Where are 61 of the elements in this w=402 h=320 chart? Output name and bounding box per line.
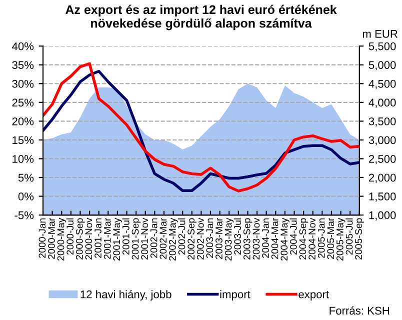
x-tick-label: 2004-May	[280, 218, 290, 261]
x-tick-label: 2002-Nov	[196, 218, 204, 260]
y2-tick-label: 5,000	[368, 61, 396, 70]
y-tick-label: -5%	[14, 211, 34, 220]
x-tick-label: 2003-Mar	[216, 218, 222, 259]
y2-tick-label: 4,000	[368, 98, 396, 108]
x-tick-label: 2000-Nov	[85, 218, 92, 260]
y-tick-label: 5%	[18, 174, 34, 182]
y-tick-label: 10%	[12, 154, 34, 163]
x-tick-label: 2000-Jan	[38, 218, 46, 258]
legend-label: export	[298, 291, 329, 300]
x-tick-label: 2000-Sep	[76, 218, 85, 260]
x-tick-label: 2004-Mar	[271, 218, 278, 259]
x-tick-label: 2002-Jan	[150, 218, 158, 258]
x-tick-label: 2001-May	[113, 218, 122, 261]
y2-tick-label: 1,000	[369, 211, 396, 220]
legend-label: import	[220, 290, 250, 300]
y-tick-label: 15%	[12, 136, 34, 144]
x-tick-label: 2001-Nov	[141, 218, 148, 260]
legend-label: 12 havi hiány, jobb	[80, 290, 172, 300]
y2-tick-label: 4,500	[368, 80, 396, 90]
x-tick-label: 2005-Jan	[318, 218, 325, 258]
x-tick-label: 2003-Jan	[206, 218, 214, 258]
x-tick-label: 2002-Mar	[160, 218, 167, 259]
x-tick-label: 2004-Nov	[308, 218, 316, 260]
y2-tick-label: 1,500	[369, 192, 396, 202]
y2-tick-label: 5,500	[368, 42, 396, 52]
text: Forrás: KSH	[330, 306, 390, 315]
x-tick-label: 2004-Jul	[290, 218, 297, 255]
x-tick-label: 2002-Jul	[178, 218, 186, 255]
x-tick-label: 2003-Nov	[252, 218, 260, 260]
x-tick-label: 2000-Mar	[48, 218, 55, 259]
x-tick-label: 2005-Mar	[327, 218, 334, 259]
y-tick-label: 40%	[12, 42, 34, 50]
x-tick-label: 2002-May	[169, 218, 178, 261]
x-tick-label: 2004-Jan	[262, 218, 269, 258]
y-tick-label: 25%	[12, 98, 34, 107]
x-tick-label: 2001-Mar	[104, 218, 111, 259]
x-tick-label: 2005-Jul	[346, 218, 353, 255]
x-tick-label: 2001-Sep	[132, 218, 141, 260]
y2-axis-title: m EUR	[362, 30, 398, 38]
x-tick-label: 2005-Sep	[355, 218, 364, 260]
x-tick-label: 2003-Sep	[243, 218, 252, 260]
chart-title: Az export és az import 12 havi euró értékének növekedése gördülő alapon számítva	[66, 4, 337, 30]
x-tick-label: 2003-Jul	[234, 218, 242, 255]
x-tick-label: 2000-Jul	[66, 218, 74, 255]
x-tick-label: 2000-May	[57, 218, 66, 261]
x-tick-label: 2002-Sep	[188, 218, 196, 260]
y2-tick-label: 3,500	[368, 117, 396, 127]
y2-tick-label: 2,500	[368, 154, 396, 164]
x-tick-label: 2005-May	[336, 218, 346, 261]
x-tick-label: 2001-Jul	[122, 218, 130, 255]
x-tick-label: 2003-May	[224, 218, 234, 261]
x-tick-label: 2001-Jan	[94, 218, 102, 258]
y2-tick-label: 2,000	[368, 174, 396, 183]
y-tick-label: 0%	[18, 192, 34, 200]
y-tick-label: 35%	[12, 61, 34, 69]
y-tick-label: 20%	[12, 117, 34, 126]
y-tick-label: 30%	[12, 80, 34, 88]
x-tick-label: 2004-Sep	[299, 218, 308, 260]
y2-tick-label: 3,000	[368, 136, 396, 146]
